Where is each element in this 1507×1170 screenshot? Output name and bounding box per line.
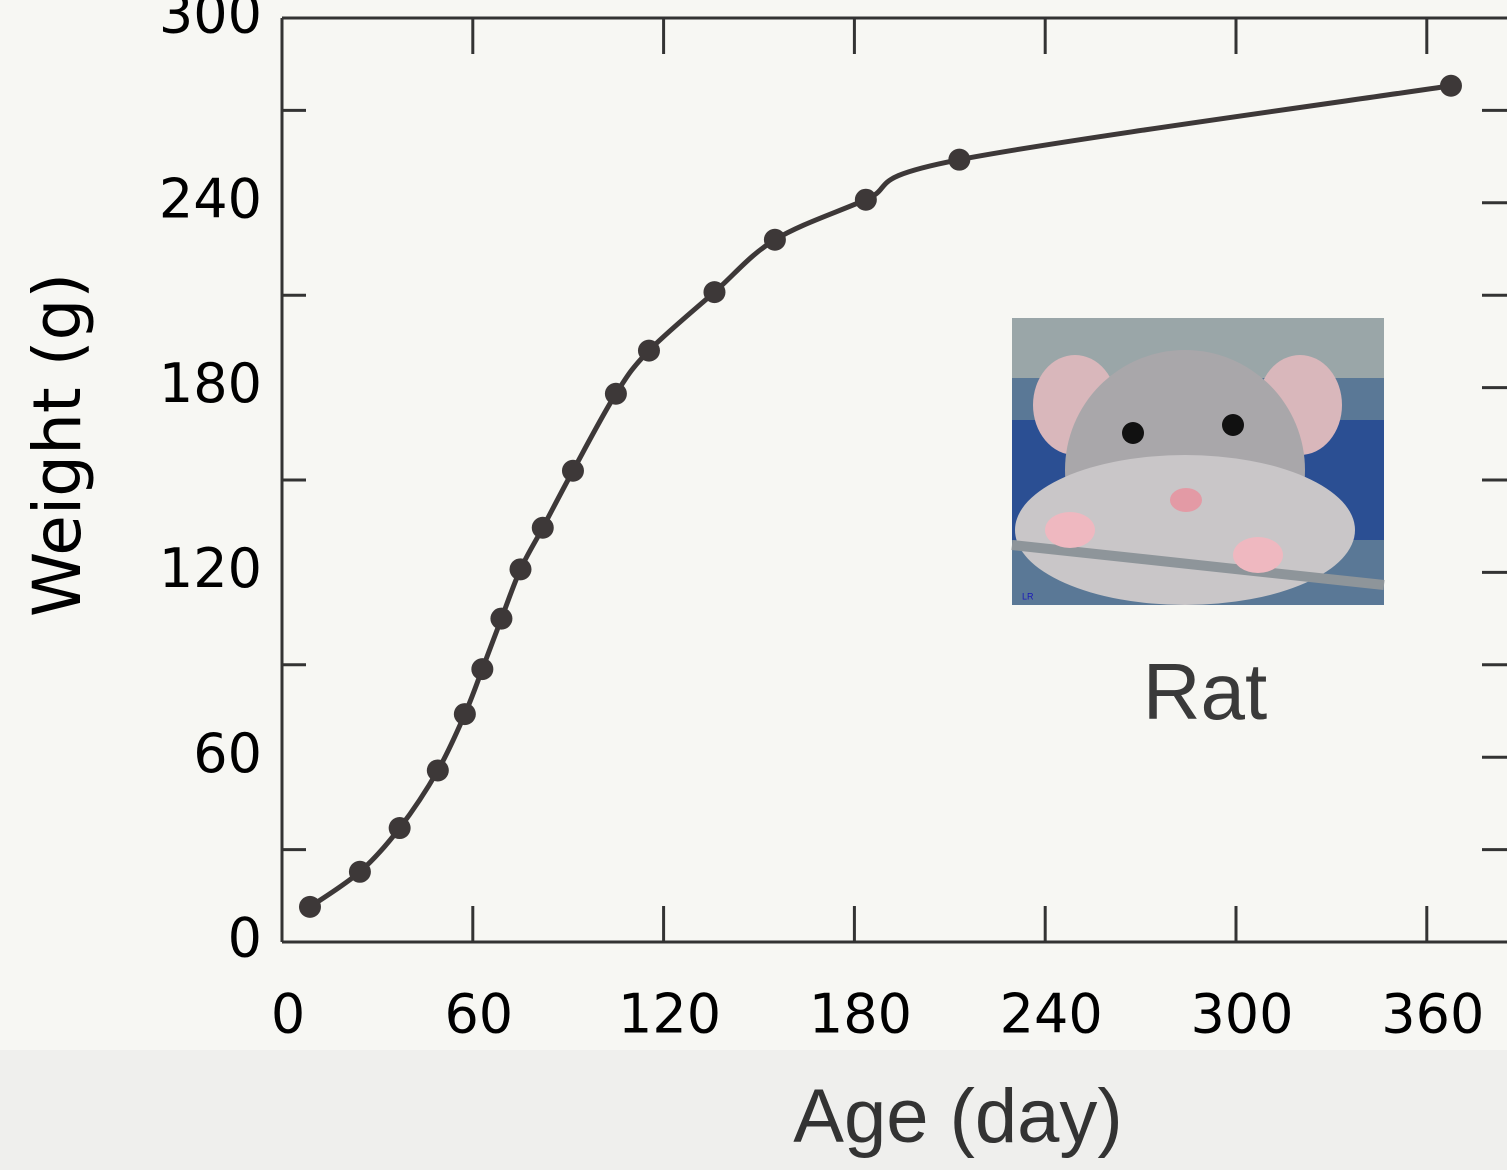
rat-nose xyxy=(1170,488,1202,512)
x-tick-label: 0 xyxy=(271,983,305,1046)
x-tick-label: 240 xyxy=(1000,983,1103,1046)
data-point xyxy=(531,516,554,539)
data-point xyxy=(348,860,371,883)
photo-credit: LR xyxy=(1022,591,1034,601)
data-point xyxy=(298,895,321,918)
x-tick-label: 300 xyxy=(1190,983,1293,1046)
data-point xyxy=(637,339,660,362)
rat-eye xyxy=(1122,422,1144,444)
data-point xyxy=(561,459,584,482)
y-tick-label: 0 xyxy=(228,907,262,970)
data-point xyxy=(763,228,786,251)
rat-photo: LR xyxy=(1011,318,1385,605)
data-point xyxy=(490,607,513,630)
data-point xyxy=(703,281,726,304)
y-tick-label: 300 xyxy=(159,0,262,46)
rat-paw xyxy=(1045,512,1095,548)
data-point xyxy=(604,382,627,405)
x-axis-label: Age (day) xyxy=(793,1074,1123,1159)
x-tick-label: 120 xyxy=(618,983,721,1046)
data-point xyxy=(1439,74,1462,97)
y-tick-label: 120 xyxy=(159,537,262,600)
rat-paw xyxy=(1233,537,1283,573)
annotation: Rat xyxy=(1143,647,1268,736)
y-tick-label: 60 xyxy=(193,722,262,785)
cage-bar xyxy=(1011,540,1385,590)
x-tick-label: 360 xyxy=(1381,983,1484,1046)
y-tick-label: 180 xyxy=(159,352,262,415)
data-point xyxy=(453,703,476,726)
data-point xyxy=(471,658,494,681)
data-point xyxy=(948,148,971,171)
y-axis-label: Weight (g) xyxy=(19,273,96,617)
lower-background xyxy=(0,1050,1507,1170)
rat-eye xyxy=(1222,414,1244,436)
x-tick-label: 180 xyxy=(809,983,912,1046)
data-point xyxy=(854,188,877,211)
data-point xyxy=(509,558,532,581)
x-tick-label: 60 xyxy=(444,983,513,1046)
y-tick-label: 240 xyxy=(159,167,262,230)
data-point xyxy=(388,817,411,840)
data-point xyxy=(426,759,449,782)
